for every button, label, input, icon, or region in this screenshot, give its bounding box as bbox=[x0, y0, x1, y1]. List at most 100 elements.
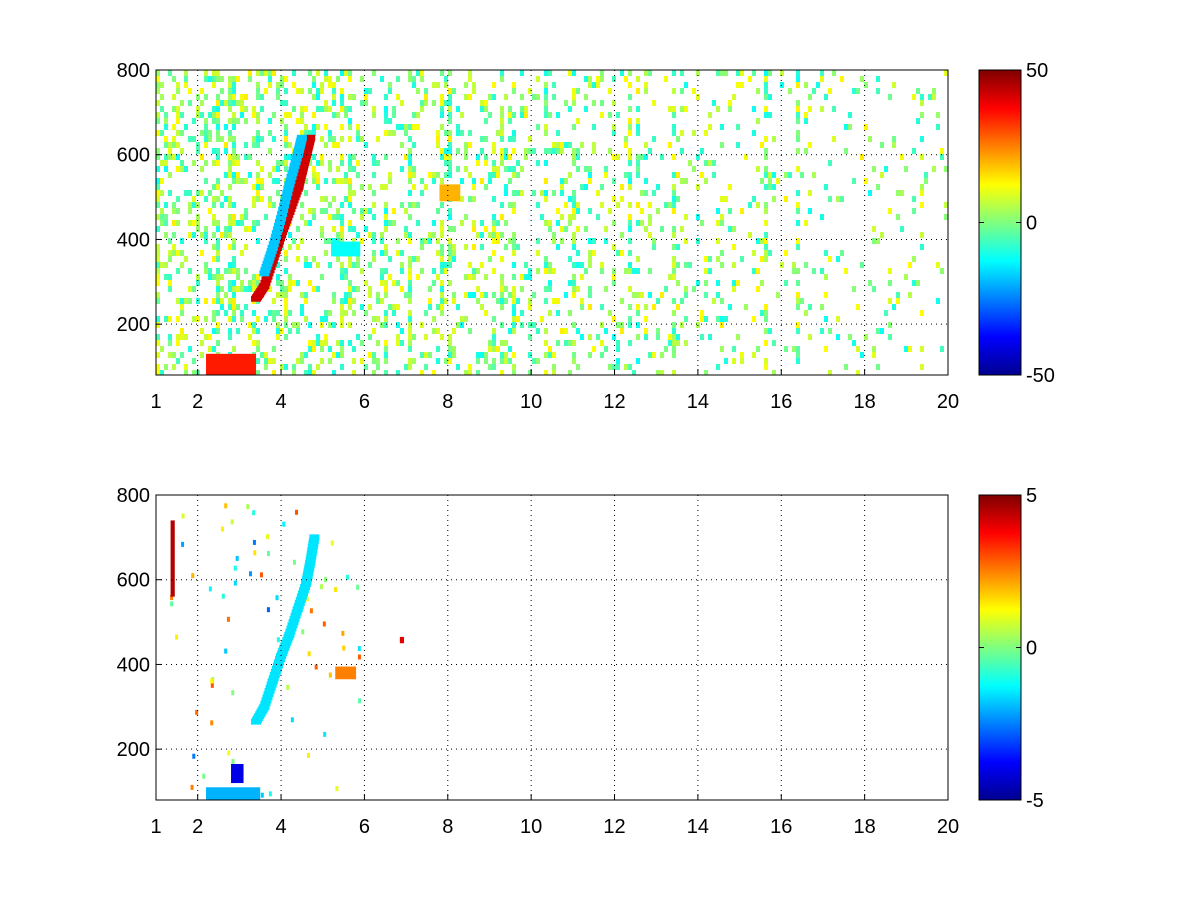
heatmap-cell bbox=[468, 196, 472, 202]
heatmap-cell bbox=[212, 310, 216, 316]
heatmap-cell bbox=[644, 82, 648, 88]
heatmap-cell bbox=[456, 364, 460, 370]
heatmap-cell bbox=[176, 118, 180, 124]
heatmap-cell bbox=[252, 184, 256, 190]
heatmap-cell bbox=[448, 352, 452, 358]
heatmap-cell bbox=[888, 298, 892, 304]
heatmap-cell bbox=[440, 262, 444, 268]
heatmap-cell bbox=[292, 106, 296, 112]
heatmap-cell bbox=[596, 76, 600, 82]
heatmap-cell bbox=[220, 76, 224, 82]
heatmap-cell bbox=[312, 76, 316, 82]
heatmap-cell bbox=[764, 316, 768, 322]
heatmap-cell bbox=[636, 322, 640, 328]
heatmap-cell bbox=[340, 238, 344, 244]
heatmap-feature-mark bbox=[298, 587, 309, 594]
heatmap-cell bbox=[696, 184, 700, 190]
heatmap-cell bbox=[512, 316, 516, 322]
heatmap-cell bbox=[344, 196, 348, 202]
heatmap-cell bbox=[256, 316, 260, 322]
heatmap-cell bbox=[508, 238, 512, 244]
heatmap-cell bbox=[276, 94, 280, 100]
heatmap-cell bbox=[936, 298, 940, 304]
heatmap-cell bbox=[448, 346, 452, 352]
heatmap-cell bbox=[304, 190, 308, 196]
heatmap-cell bbox=[508, 112, 512, 118]
heatmap-cell bbox=[160, 178, 164, 184]
heatmap-cell bbox=[852, 340, 856, 346]
heatmap-cell bbox=[244, 118, 248, 124]
heatmap-cell bbox=[548, 70, 552, 76]
heatmap-cell bbox=[500, 274, 504, 280]
heatmap-cell bbox=[564, 226, 568, 232]
heatmap-cell bbox=[408, 70, 412, 76]
heatmap-cell bbox=[452, 292, 456, 298]
heatmap-cell bbox=[300, 358, 304, 364]
heatmap-cell bbox=[448, 172, 452, 178]
heatmap-cell bbox=[444, 262, 448, 268]
heatmap-cell bbox=[516, 160, 520, 166]
heatmap-cell bbox=[820, 304, 824, 310]
heatmap-cell bbox=[224, 196, 228, 202]
heatmap-cell bbox=[752, 106, 756, 112]
x-tick-label: 20 bbox=[937, 391, 959, 413]
heatmap-cell bbox=[544, 256, 548, 262]
heatmap-feature-mark bbox=[272, 226, 283, 233]
heatmap-cell bbox=[196, 214, 200, 220]
heatmap-cell bbox=[344, 268, 348, 274]
heatmap-cell bbox=[400, 202, 404, 208]
heatmap-cell bbox=[580, 334, 584, 340]
heatmap-cell bbox=[564, 100, 568, 106]
heatmap-cell bbox=[720, 124, 724, 130]
heatmap-cell bbox=[212, 160, 216, 166]
heatmap-cell bbox=[860, 262, 864, 268]
heatmap-cell bbox=[268, 148, 272, 154]
heatmap-cell bbox=[160, 106, 164, 112]
heatmap-cell bbox=[208, 346, 212, 352]
heatmap-cell bbox=[588, 286, 592, 292]
heatmap-cell bbox=[210, 678, 214, 684]
heatmap-feature-mark bbox=[297, 590, 308, 597]
heatmap-cell bbox=[248, 70, 252, 76]
heatmap-cell bbox=[632, 268, 636, 274]
heatmap-cell bbox=[216, 292, 220, 298]
heatmap-cell bbox=[308, 322, 312, 328]
heatmap-cell bbox=[164, 316, 168, 322]
heatmap-cell bbox=[228, 106, 232, 112]
heatmap-cell bbox=[604, 328, 608, 334]
heatmap-cell bbox=[540, 316, 544, 322]
heatmap-cell bbox=[600, 340, 604, 346]
heatmap-cell bbox=[332, 238, 336, 244]
heatmap-feature-mark bbox=[268, 675, 279, 682]
heatmap-cell bbox=[276, 334, 280, 340]
y-tick-label: 600 bbox=[117, 145, 150, 167]
heatmap-cell bbox=[792, 262, 796, 268]
heatmap-cell bbox=[764, 112, 768, 118]
heatmap-feature-mark bbox=[265, 684, 276, 691]
heatmap-cell bbox=[616, 322, 620, 328]
heatmap-cell bbox=[400, 166, 404, 172]
heatmap-cell bbox=[708, 124, 712, 130]
heatmap-cell bbox=[544, 130, 548, 136]
heatmap-cell bbox=[456, 148, 460, 154]
heatmap-cell bbox=[484, 136, 488, 142]
heatmap-cell bbox=[480, 352, 484, 358]
heatmap-cell bbox=[672, 70, 676, 76]
heatmap-cell bbox=[324, 196, 328, 202]
heatmap-cell bbox=[280, 286, 284, 292]
heatmap-cell bbox=[336, 208, 340, 214]
heatmap-cell bbox=[512, 112, 516, 118]
heatmap-cell bbox=[216, 256, 220, 262]
heatmap-cell bbox=[908, 346, 912, 352]
heatmap-cells-bottom bbox=[170, 503, 405, 800]
heatmap-cell bbox=[324, 124, 328, 130]
heatmap-cell bbox=[500, 130, 504, 136]
heatmap-cell bbox=[252, 220, 256, 226]
heatmap-cell bbox=[192, 286, 196, 292]
heatmap-cell bbox=[156, 364, 160, 370]
heatmap-cell bbox=[516, 298, 520, 304]
grid-top bbox=[156, 70, 948, 375]
heatmap-cell bbox=[540, 190, 544, 196]
heatmap-cell bbox=[210, 720, 214, 726]
heatmap-cell bbox=[480, 178, 484, 184]
